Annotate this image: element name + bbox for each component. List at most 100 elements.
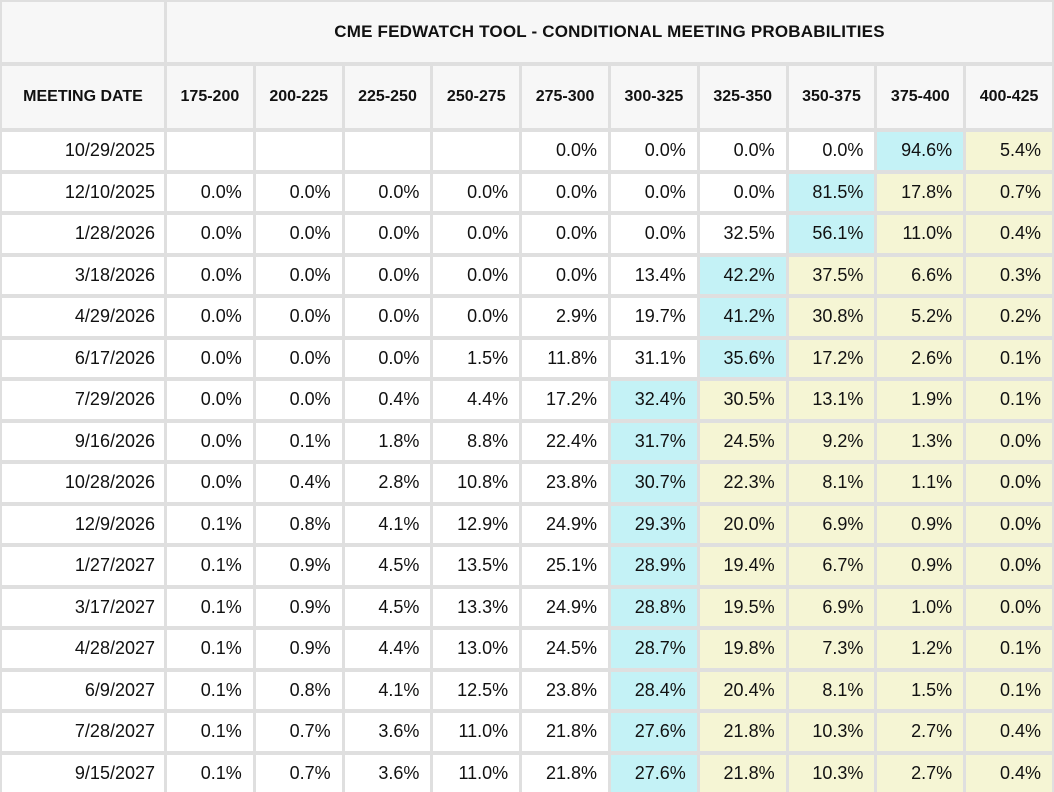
corner-cell	[2, 2, 164, 62]
probability-cell: 41.2%	[699, 298, 786, 336]
meeting-date-cell: 1/27/2027	[2, 547, 164, 585]
probability-cell: 2.7%	[877, 754, 964, 792]
probability-cell: 0.0%	[433, 173, 520, 211]
probability-cell: 0.4%	[966, 713, 1052, 751]
probability-cell: 6.6%	[877, 256, 964, 294]
meeting-date-cell: 6/17/2026	[2, 339, 164, 377]
col-header-rate-range: 375-400	[877, 66, 964, 128]
probability-cell: 0.0%	[788, 132, 875, 170]
probability-cell: 4.1%	[344, 505, 431, 543]
probability-cell: 0.7%	[966, 173, 1052, 211]
probability-cell: 19.8%	[699, 630, 786, 668]
probability-cell: 2.6%	[877, 339, 964, 377]
probability-cell: 0.8%	[255, 505, 342, 543]
probability-cell: 20.0%	[699, 505, 786, 543]
probability-cell: 20.4%	[699, 671, 786, 709]
col-header-rate-range: 250-275	[433, 66, 520, 128]
probability-cell	[255, 132, 342, 170]
probability-cell: 0.4%	[966, 215, 1052, 253]
probability-cell: 1.1%	[877, 464, 964, 502]
probability-cell: 0.1%	[167, 713, 253, 751]
probability-cell: 1.8%	[344, 422, 431, 460]
probability-cell: 0.0%	[522, 256, 608, 294]
probability-cell: 17.2%	[788, 339, 875, 377]
probability-cell: 0.0%	[344, 339, 431, 377]
probability-cell: 23.8%	[522, 464, 608, 502]
probability-cell	[433, 132, 520, 170]
probability-cell: 24.9%	[522, 588, 608, 626]
probability-cell: 0.0%	[522, 173, 608, 211]
probability-cell: 23.8%	[522, 671, 608, 709]
probability-cell: 21.8%	[699, 754, 786, 792]
probability-cell: 0.0%	[699, 173, 786, 211]
probability-cell: 24.5%	[699, 422, 786, 460]
probability-cell: 0.0%	[966, 464, 1052, 502]
probability-cell: 28.9%	[611, 547, 697, 585]
probability-cell: 37.5%	[788, 256, 875, 294]
probability-cell: 3.6%	[344, 754, 431, 792]
meeting-date-cell: 9/15/2027	[2, 754, 164, 792]
probability-cell: 11.0%	[433, 713, 520, 751]
probability-cell: 0.0%	[255, 381, 342, 419]
probability-cell: 0.0%	[433, 256, 520, 294]
probability-cell: 6.9%	[788, 588, 875, 626]
probability-cell: 13.5%	[433, 547, 520, 585]
meeting-date-cell: 7/29/2026	[2, 381, 164, 419]
col-header-rate-range: 200-225	[255, 66, 342, 128]
probability-cell: 1.5%	[877, 671, 964, 709]
probability-cell: 1.9%	[877, 381, 964, 419]
probability-cell: 2.9%	[522, 298, 608, 336]
col-header-rate-range: 325-350	[699, 66, 786, 128]
probability-cell: 0.0%	[167, 298, 253, 336]
probability-cell: 30.7%	[611, 464, 697, 502]
probability-cell: 11.0%	[433, 754, 520, 792]
probability-cell: 0.0%	[522, 132, 608, 170]
probability-cell: 0.0%	[255, 215, 342, 253]
col-header-rate-range: 275-300	[522, 66, 608, 128]
probability-cell: 0.0%	[344, 173, 431, 211]
probability-cell: 29.3%	[611, 505, 697, 543]
probability-cell: 0.4%	[255, 464, 342, 502]
probability-cell: 19.7%	[611, 298, 697, 336]
probability-cell: 0.0%	[611, 215, 697, 253]
meeting-date-cell: 10/29/2025	[2, 132, 164, 170]
probability-cell: 2.7%	[877, 713, 964, 751]
probability-cell: 9.2%	[788, 422, 875, 460]
probability-cell: 0.9%	[877, 547, 964, 585]
probability-cell: 0.0%	[255, 256, 342, 294]
probability-cell: 1.2%	[877, 630, 964, 668]
probability-cell: 0.7%	[255, 754, 342, 792]
probability-cell: 12.9%	[433, 505, 520, 543]
probability-cell: 0.9%	[877, 505, 964, 543]
probability-cell: 42.2%	[699, 256, 786, 294]
probability-cell: 11.0%	[877, 215, 964, 253]
probability-cell: 0.0%	[966, 505, 1052, 543]
probability-cell: 0.1%	[167, 671, 253, 709]
probability-cell: 0.0%	[611, 132, 697, 170]
probability-cell: 0.0%	[433, 215, 520, 253]
probability-cell: 11.8%	[522, 339, 608, 377]
meeting-date-cell: 4/29/2026	[2, 298, 164, 336]
col-header-rate-range: 350-375	[788, 66, 875, 128]
meeting-date-cell: 6/9/2027	[2, 671, 164, 709]
probability-cell: 0.1%	[167, 547, 253, 585]
probability-cell: 21.8%	[522, 713, 608, 751]
probability-cell: 0.0%	[255, 298, 342, 336]
probability-cell: 13.3%	[433, 588, 520, 626]
probability-cell: 4.1%	[344, 671, 431, 709]
probability-cell: 0.0%	[167, 464, 253, 502]
probability-cell: 0.0%	[344, 256, 431, 294]
meeting-date-cell: 12/9/2026	[2, 505, 164, 543]
probability-cell: 0.0%	[344, 215, 431, 253]
probability-cell: 0.1%	[167, 505, 253, 543]
meeting-date-cell: 10/28/2026	[2, 464, 164, 502]
probability-cell: 0.8%	[255, 671, 342, 709]
probability-cell: 28.4%	[611, 671, 697, 709]
probability-cell: 30.8%	[788, 298, 875, 336]
probability-cell: 8.8%	[433, 422, 520, 460]
probability-cell: 0.0%	[167, 256, 253, 294]
meeting-date-cell: 4/28/2027	[2, 630, 164, 668]
probability-cell: 0.1%	[966, 339, 1052, 377]
meeting-date-cell: 9/16/2026	[2, 422, 164, 460]
probability-cell: 10.3%	[788, 754, 875, 792]
